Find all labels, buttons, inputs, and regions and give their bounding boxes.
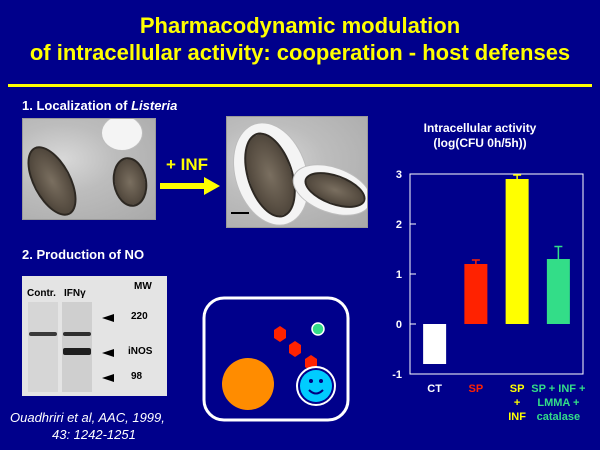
red-hexagon-2 [289,341,301,357]
category-label-1: SP [469,383,484,395]
gel-col-mw: MW [134,281,152,292]
gel-lane-ifn [62,302,92,392]
nucleus [222,358,274,410]
macrophage-diagram [202,296,350,422]
scale-bar [231,212,249,214]
category-label-3: SP + INF + [531,383,585,395]
right-arrow-icon [160,177,220,195]
micrograph-inf [226,116,368,228]
category-label-2: INF [508,411,526,423]
title-underline [8,84,592,87]
bar-1 [464,264,488,324]
y-tick-label: 0 [396,319,402,331]
gel-marker-inos: iNOS [128,346,153,357]
category-label-0: CT [427,383,442,395]
gel-marker-220: 220 [131,311,148,322]
y-tick-label: 3 [396,169,402,181]
category-label-3: LMMA + [537,397,579,409]
smiley-bacterium-icon [300,370,332,402]
category-label-3: catalase [537,411,580,423]
citation-line-2: 43: 1242-1251 [52,427,136,442]
marker-arrow-icon [102,374,114,382]
gel-lane-contr [28,302,58,392]
marker-arrow-icon [102,349,114,357]
bar-0 [423,324,447,364]
section-2-label: 2. Production of NO [22,247,145,262]
marker-arrow-icon [102,314,114,322]
citation-line-1: Ouadhriri et al, AAC, 1999, [10,410,165,425]
category-label-2: + [514,397,520,409]
section-1-label: 1. Localization of Listeria [22,98,178,113]
micrograph-control [22,118,156,220]
gel-blot: Contr. IFNγ MW 220 iNOS 98 [22,276,167,396]
inf-arrow-label: + INF [166,155,209,174]
y-tick-label: 2 [396,219,402,231]
slide-title-line-1: Pharmacodynamic modulation [139,13,461,38]
red-hexagon-1 [274,326,286,342]
y-tick-label: 1 [396,269,402,281]
bar-chart: 3 2 1 0 -1 CT SP SP + INF SP + INF + LMMA + catalase [392,169,585,423]
green-granule [311,322,325,336]
gel-col-ifn: IFNγ [64,288,86,299]
bar-2 [505,179,529,324]
chart-title: Intracellular activity (log(CFU 0h/5h)) [423,121,537,150]
slide-title-line-2: of intracellular activity: cooperation -… [29,40,571,65]
bar-3 [546,259,570,324]
y-tick-label: -1 [392,369,402,381]
gel-col-contr: Contr. [27,288,56,299]
category-label-2: SP [510,383,525,395]
gel-marker-98: 98 [131,371,143,382]
